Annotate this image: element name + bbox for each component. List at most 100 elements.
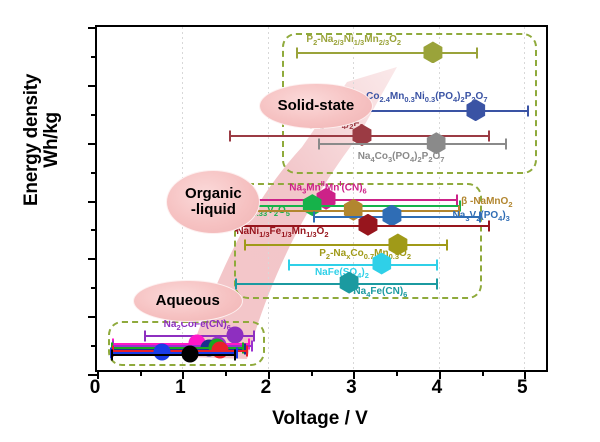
x-tick-label-4: 4 (431, 377, 443, 398)
series-label: Na4Fe(CN)6 (353, 285, 408, 299)
y-tick-600 (88, 27, 97, 29)
y-tick-500 (88, 84, 97, 87)
y-tick-minor-350 (91, 171, 97, 174)
x-tick-minor (310, 370, 313, 376)
x-tick-label-1: 1 (175, 377, 186, 398)
series-label: P2-Na2/3Ni1/3Mn2/3O2 (306, 33, 402, 47)
y-tick-0 (88, 374, 97, 376)
x-tick-2 (267, 370, 270, 379)
series-label: NaFe(SO4)2 (314, 266, 369, 280)
series-label: Na4Co2.4Mn0.3Ni0.3(PO4)2P2O7 (349, 90, 488, 104)
x-tick-label-2: 2 (260, 377, 272, 398)
error-bar-cap (248, 338, 251, 350)
error-bar-cap (235, 278, 238, 290)
error-bar-cap (242, 342, 245, 354)
y-tick-300 (88, 200, 97, 203)
error-bar (111, 345, 251, 348)
error-bar (296, 52, 476, 55)
data-marker[interactable] (423, 41, 443, 64)
error-bar-cap (526, 105, 529, 117)
series-label: NaNi1/3Fe1/3Mn1/3O2 (236, 226, 329, 240)
x-tick-minor (225, 370, 228, 376)
error-bar-cap (317, 138, 320, 150)
data-marker[interactable] (358, 213, 378, 236)
error-bar-cap (110, 349, 113, 361)
y-tick-200 (88, 258, 97, 261)
plot-area: P2-Na2/3Ni1/3Mn2/3O2 Na4Co2.4Mn0.3Ni0.3(P… (88, 25, 548, 379)
error-bar-cap (253, 330, 256, 342)
category-label-aqueous: Aqueous (132, 279, 243, 322)
error-bar-cap (296, 47, 299, 59)
data-marker[interactable] (339, 271, 359, 294)
gridline-x-3 (353, 27, 355, 370)
series-label: P2-NaxCo0.7Mn0.3O2 (319, 247, 411, 261)
x-tick-3 (353, 370, 356, 379)
error-bar-cap (487, 220, 490, 232)
data-marker[interactable] (352, 124, 372, 147)
x-tick-minor (396, 370, 399, 376)
gridline-x-5 (524, 27, 526, 370)
error-bar-cap (313, 211, 316, 223)
error-bar (244, 244, 446, 247)
data-marker[interactable] (181, 345, 199, 363)
error-bar-cap (457, 205, 460, 217)
y-tick-100 (88, 316, 97, 319)
x-tick-0 (97, 370, 99, 379)
series-label: Na2CoFe(CN)6 (163, 319, 231, 333)
x-axis-title: Voltage / V (272, 408, 368, 429)
x-tick-label-5: 5 (517, 377, 528, 398)
x-tick-minor (139, 370, 142, 376)
error-bar (308, 110, 527, 113)
data-marker[interactable] (388, 233, 408, 256)
error-bar-cap (436, 278, 439, 290)
error-bar-cap (244, 239, 246, 251)
error-bar-cap (445, 239, 448, 251)
error-bar-cap (436, 259, 439, 271)
error-bar-cap (250, 340, 253, 352)
category-label-solid-state: Solid-state (258, 83, 373, 130)
x-tick-label-3: 3 (346, 377, 357, 398)
error-bar (110, 353, 234, 356)
data-marker[interactable] (153, 343, 171, 361)
gridline-x-4 (438, 27, 440, 370)
error-bar (109, 352, 237, 355)
plot-inner: P2-Na2/3Ni1/3Mn2/3O2 Na4Co2.4Mn0.3Ni0.3(P… (97, 27, 546, 370)
x-tick-4 (438, 370, 441, 379)
error-bar (287, 263, 437, 266)
data-marker[interactable] (466, 99, 486, 122)
error-bar (235, 282, 437, 285)
y-axis-title: Energy density Wh/kg (21, 20, 62, 260)
error-bar (112, 343, 249, 346)
y-axis-title-line2: Wh/kg (41, 112, 62, 168)
y-tick-400 (88, 142, 97, 145)
error-bar (111, 349, 246, 352)
y-tick-minor-250 (91, 229, 97, 232)
data-marker[interactable] (226, 326, 244, 344)
error-bar (110, 347, 243, 350)
error-bar (236, 198, 456, 201)
gridline-x-2 (267, 27, 269, 370)
error-bar-cap (236, 347, 239, 359)
y-tick-minor-550 (91, 55, 97, 58)
data-marker[interactable] (343, 198, 363, 221)
series-label: β -NaMnO2 (461, 196, 513, 210)
y-tick-minor-50 (91, 345, 97, 348)
error-bar-cap (475, 47, 478, 59)
series-label: Na3V2(PO4)3 (452, 210, 510, 224)
error-bar (317, 143, 505, 146)
series-label: Na3MnIIMnI(CN)6 (289, 179, 367, 196)
data-marker[interactable] (426, 132, 446, 155)
x-tick-1 (182, 370, 185, 379)
error-bar-cap (229, 130, 232, 142)
error-bar-cap (244, 343, 246, 355)
data-marker[interactable] (372, 252, 392, 275)
error-bar-cap (504, 138, 507, 150)
y-tick-minor-450 (91, 113, 97, 116)
x-tick-minor (481, 370, 484, 376)
x-tick-5 (524, 370, 527, 379)
y-tick-minor-150 (91, 287, 97, 290)
group-box-organic-liquid (233, 183, 482, 299)
category-label-organic-liquid: Organic -liquid (166, 169, 261, 234)
data-marker[interactable] (382, 204, 402, 227)
